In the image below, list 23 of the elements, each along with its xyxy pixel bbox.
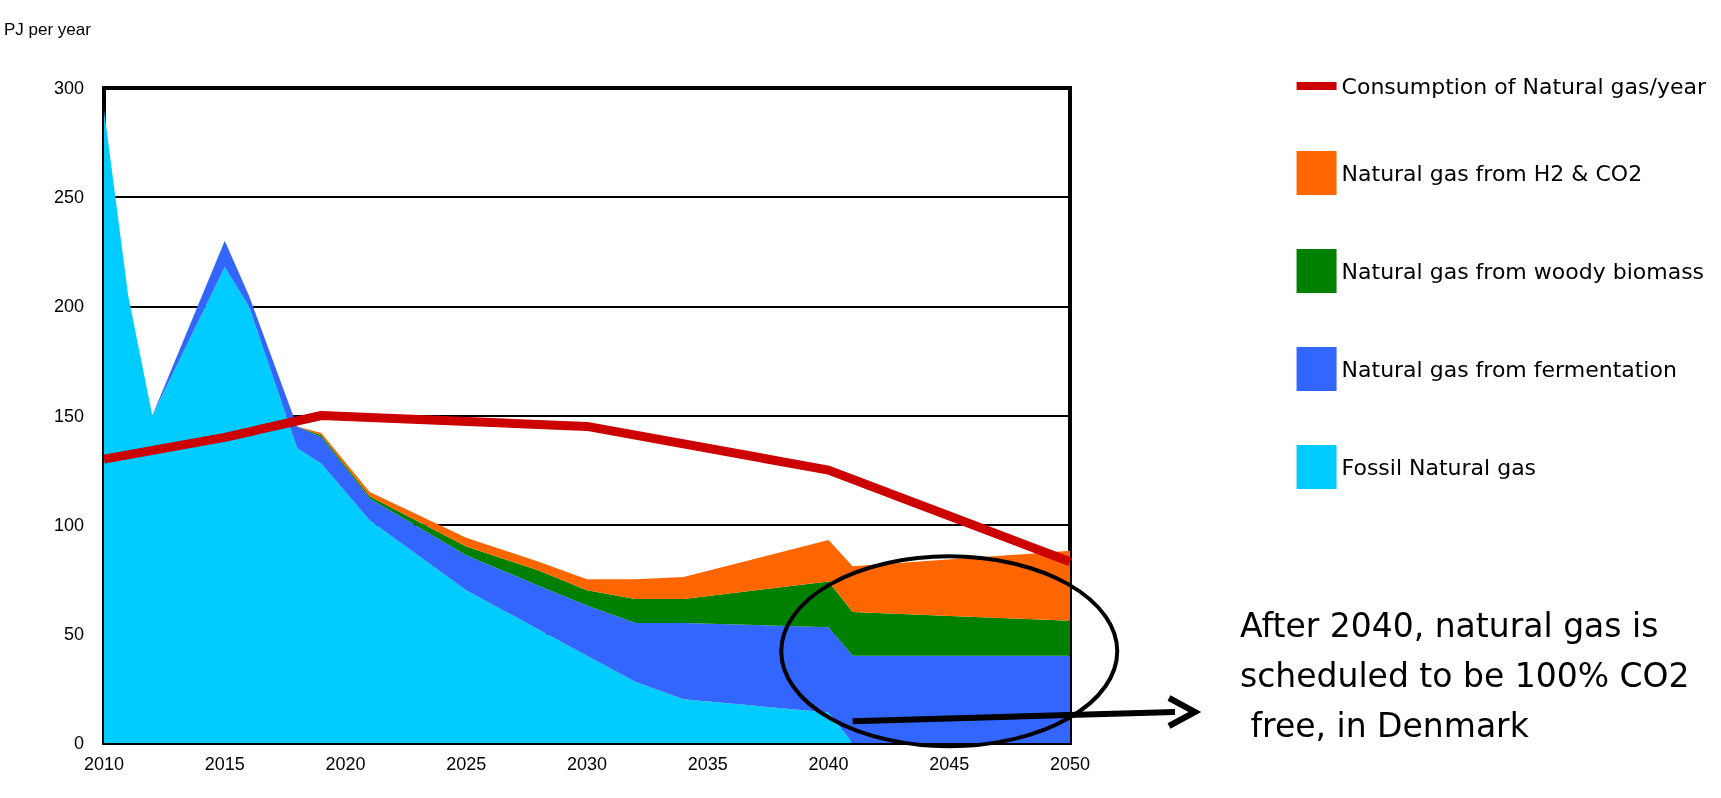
x-tick-label: 2040 — [808, 754, 849, 774]
x-tick-label: 2020 — [325, 754, 366, 774]
legend-label: Natural gas from fermentation — [1341, 356, 1677, 382]
x-tick-label: 2050 — [1049, 754, 1091, 774]
x-tick-label: 2030 — [566, 754, 608, 774]
x-tick-label: 2035 — [687, 754, 728, 774]
y-tick-label: 150 — [53, 405, 84, 426]
legend-label: Fossil Natural gas — [1341, 454, 1537, 480]
y-tick-label: 250 — [53, 187, 84, 208]
y-axis-title: PJ per year — [4, 20, 92, 39]
x-tick-label: 2010 — [83, 754, 125, 774]
y-tick-label: 300 — [53, 78, 84, 98]
text: After 2040, natural gas is scheduled to be 100% CO2 free, in Denmark — [1240, 605, 1690, 745]
y-tick-label: 200 — [53, 296, 84, 317]
x-tick-label: 2015 — [204, 754, 245, 774]
x-tick-label: 2045 — [929, 754, 970, 774]
y-tick-label: 100 — [53, 514, 84, 535]
x-tick-label: 2025 — [446, 754, 487, 774]
legend-label: Consumption of Natural gas/year — [1341, 73, 1707, 99]
y-tick-label: 50 — [63, 623, 84, 644]
legend-label: Natural gas from H2 & CO2 — [1341, 160, 1643, 186]
legend-label: Natural gas from woody biomass — [1341, 258, 1705, 284]
y-tick-label: 0 — [73, 733, 84, 753]
